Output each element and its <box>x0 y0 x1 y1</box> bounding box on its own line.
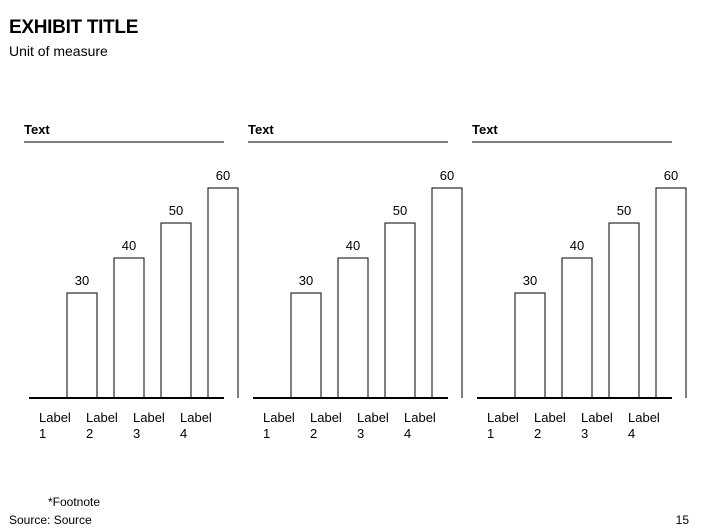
data-label: 50 <box>169 203 183 218</box>
footnote: *Footnote <box>48 495 101 509</box>
data-label: 60 <box>216 168 230 183</box>
category-label: Label <box>180 410 212 425</box>
bar <box>561 257 593 398</box>
bar <box>384 222 416 398</box>
bar <box>431 187 463 398</box>
bar <box>655 187 687 398</box>
category-label: 2 <box>534 426 541 441</box>
category-label: 3 <box>133 426 140 441</box>
bar <box>290 292 322 398</box>
chart-panel-2: Text 30 Label 1 40 Label 2 50 Label 3 60 Label 4 <box>248 122 463 452</box>
bar <box>160 222 192 398</box>
bar <box>514 292 546 398</box>
category-label: 1 <box>487 426 494 441</box>
bar <box>66 292 98 398</box>
category-label: 3 <box>357 426 364 441</box>
category-label: 3 <box>581 426 588 441</box>
chart-panel-1: Text 30 Label 1 40 Label 2 50 Label 3 60 Label 4 <box>24 122 239 452</box>
category-label: 4 <box>404 426 411 441</box>
category-label: Label <box>357 410 389 425</box>
category-label: Label <box>263 410 295 425</box>
data-label: 30 <box>299 273 313 288</box>
category-label: 1 <box>39 426 46 441</box>
data-label: 50 <box>617 203 631 218</box>
chart-title: Text <box>248 122 274 137</box>
category-label: 2 <box>86 426 93 441</box>
page-number: 15 <box>675 513 689 527</box>
category-label: Label <box>310 410 342 425</box>
bar <box>113 257 145 398</box>
bar <box>207 187 239 398</box>
category-label: Label <box>133 410 165 425</box>
category-label: 1 <box>263 426 270 441</box>
data-label: 30 <box>75 273 89 288</box>
category-label: Label <box>534 410 566 425</box>
data-label: 60 <box>440 168 454 183</box>
chart-title: Text <box>472 122 498 137</box>
chart-panel-3: Text 30 Label 1 40 Label 2 50 Label 3 60 Label 4 <box>472 122 687 452</box>
category-label: 4 <box>180 426 187 441</box>
data-label: 50 <box>393 203 407 218</box>
category-label: Label <box>487 410 519 425</box>
data-label: 60 <box>664 168 678 183</box>
category-label: 4 <box>628 426 635 441</box>
category-label: Label <box>581 410 613 425</box>
data-label: 40 <box>346 238 360 253</box>
category-label: Label <box>86 410 118 425</box>
category-label: Label <box>39 410 71 425</box>
data-label: 40 <box>122 238 136 253</box>
source-note: Source: Source <box>9 513 92 527</box>
category-label: Label <box>628 410 660 425</box>
chart-title: Text <box>24 122 50 137</box>
category-label: Label <box>404 410 436 425</box>
bar <box>608 222 640 398</box>
category-label: 2 <box>310 426 317 441</box>
data-label: 40 <box>570 238 584 253</box>
exhibit-title: EXHIBIT TITLE <box>9 17 139 38</box>
unit-of-measure: Unit of measure <box>9 43 108 59</box>
bar <box>337 257 369 398</box>
data-label: 30 <box>523 273 537 288</box>
